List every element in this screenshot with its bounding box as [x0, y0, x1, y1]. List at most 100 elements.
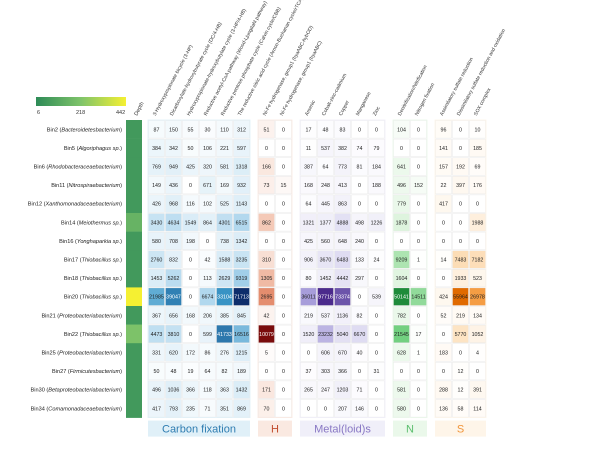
- heatmap-cell: [317, 213, 334, 232]
- cell-value: 36011: [301, 295, 315, 301]
- heatmap-cell: [165, 213, 182, 232]
- heatmap-cell: [258, 306, 275, 325]
- heatmap-cell: [469, 269, 486, 288]
- heatmap-cell: [351, 138, 368, 157]
- cell-value: 24: [374, 258, 380, 264]
- cell-value: 86: [205, 351, 211, 357]
- cell-value: 79: [374, 146, 380, 152]
- heatmap-cell: [334, 287, 351, 306]
- cell-value: 82: [222, 369, 228, 375]
- heatmap-cell: [233, 324, 250, 343]
- cell-value: 4442: [337, 276, 349, 282]
- heatmap-cell: [148, 194, 165, 213]
- cell-value: 351: [220, 406, 229, 412]
- heatmap-cell: [148, 399, 165, 418]
- depth-cell: [126, 380, 142, 400]
- cell-value: 0: [265, 146, 268, 152]
- cell-value: 118: [203, 388, 211, 394]
- cell-value: 3235: [236, 258, 248, 264]
- cell-value: 52: [441, 313, 447, 319]
- heatmap-cell: [351, 362, 368, 381]
- heatmap-cell: [410, 306, 427, 325]
- cell-value: 51: [264, 127, 270, 133]
- cell-value: 87: [154, 127, 160, 133]
- heatmap-cell: [469, 176, 486, 195]
- cell-value: 0: [189, 276, 192, 282]
- heatmap-cell: [435, 138, 452, 157]
- heatmap-cell: [165, 362, 182, 381]
- heatmap-cell: [300, 213, 317, 232]
- heatmap-cell: [258, 287, 275, 306]
- cell-value: 19: [188, 369, 194, 375]
- heatmap-cell: [452, 213, 469, 232]
- heatmap-cell: [317, 231, 334, 250]
- depth-cell: [126, 343, 142, 363]
- heatmap-cell: [334, 231, 351, 250]
- heatmap-cell: [469, 324, 486, 343]
- heatmap-cell: [233, 306, 250, 325]
- heatmap-cell: [393, 306, 410, 325]
- heatmap-cell: [275, 399, 292, 418]
- heatmap-cell: [300, 194, 317, 213]
- cell-value: 0: [417, 369, 420, 375]
- cell-value: 0: [400, 369, 403, 375]
- cell-value: 2695: [261, 295, 273, 301]
- heatmap-cell: [351, 306, 368, 325]
- cell-value: 580: [152, 239, 161, 245]
- cell-value: 73374: [335, 295, 350, 301]
- cell-value: 320: [203, 165, 212, 171]
- heatmap-cell: [165, 287, 182, 306]
- heatmap-cell: [216, 213, 233, 232]
- heatmap-cell: [216, 399, 233, 418]
- cell-value: 50141: [394, 295, 409, 301]
- cell-value: 417: [152, 406, 161, 412]
- heatmap-cell: [275, 269, 292, 288]
- heatmap-cell: [182, 213, 199, 232]
- column-header: Zinc: [372, 105, 382, 117]
- cell-value: 3670: [320, 258, 332, 264]
- heatmap-cell: [368, 120, 385, 139]
- heatmap-cell: [435, 176, 452, 195]
- heatmap-cell: [393, 380, 410, 399]
- heatmap-cell: [258, 324, 275, 343]
- heatmap-cell: [233, 194, 250, 213]
- heatmap-cell: [317, 380, 334, 399]
- heatmap-cell: [334, 194, 351, 213]
- cell-value: 21985: [149, 295, 164, 301]
- heatmap-cell: [199, 269, 216, 288]
- row-label: Bin11 (Nitrospiraebacterium): [51, 183, 122, 189]
- heatmap-cell: [199, 138, 216, 157]
- cell-value: 116: [186, 202, 194, 208]
- cell-value: 366: [338, 369, 347, 375]
- cell-value: 1321: [303, 220, 315, 226]
- cell-value: 297: [355, 276, 364, 282]
- cell-value: 385: [220, 313, 229, 319]
- heatmap-cell: [368, 138, 385, 157]
- cell-value: 150: [169, 127, 178, 133]
- cell-value: 436: [169, 183, 178, 189]
- cell-value: 248: [321, 183, 330, 189]
- cell-value: 303: [321, 369, 330, 375]
- heatmap-cell: [393, 399, 410, 418]
- heatmap-cell: [334, 213, 351, 232]
- heatmap-cell: [469, 120, 486, 139]
- cell-value: 0: [189, 332, 192, 338]
- heatmap-cell: [182, 231, 199, 250]
- cell-value: 73: [264, 183, 270, 189]
- heatmap-cell: [258, 380, 275, 399]
- cell-value: 42: [264, 313, 270, 319]
- heatmap-cell: [393, 287, 410, 306]
- heatmap-cell: [233, 399, 250, 418]
- heatmap-cell: [452, 362, 469, 381]
- cell-value: 0: [358, 369, 361, 375]
- cell-value: 391: [473, 388, 482, 394]
- cell-value: 0: [189, 258, 192, 264]
- heatmap-cell: [199, 250, 216, 269]
- cell-value: 1305: [261, 276, 273, 282]
- row-label: Bin16 (Yonghaparkia sp.): [59, 239, 122, 245]
- cell-value: 113: [203, 276, 211, 282]
- cell-value: 0: [282, 165, 285, 171]
- heatmap-cell: [317, 343, 334, 362]
- cell-value: 581: [220, 165, 229, 171]
- cell-value: 862: [262, 220, 271, 226]
